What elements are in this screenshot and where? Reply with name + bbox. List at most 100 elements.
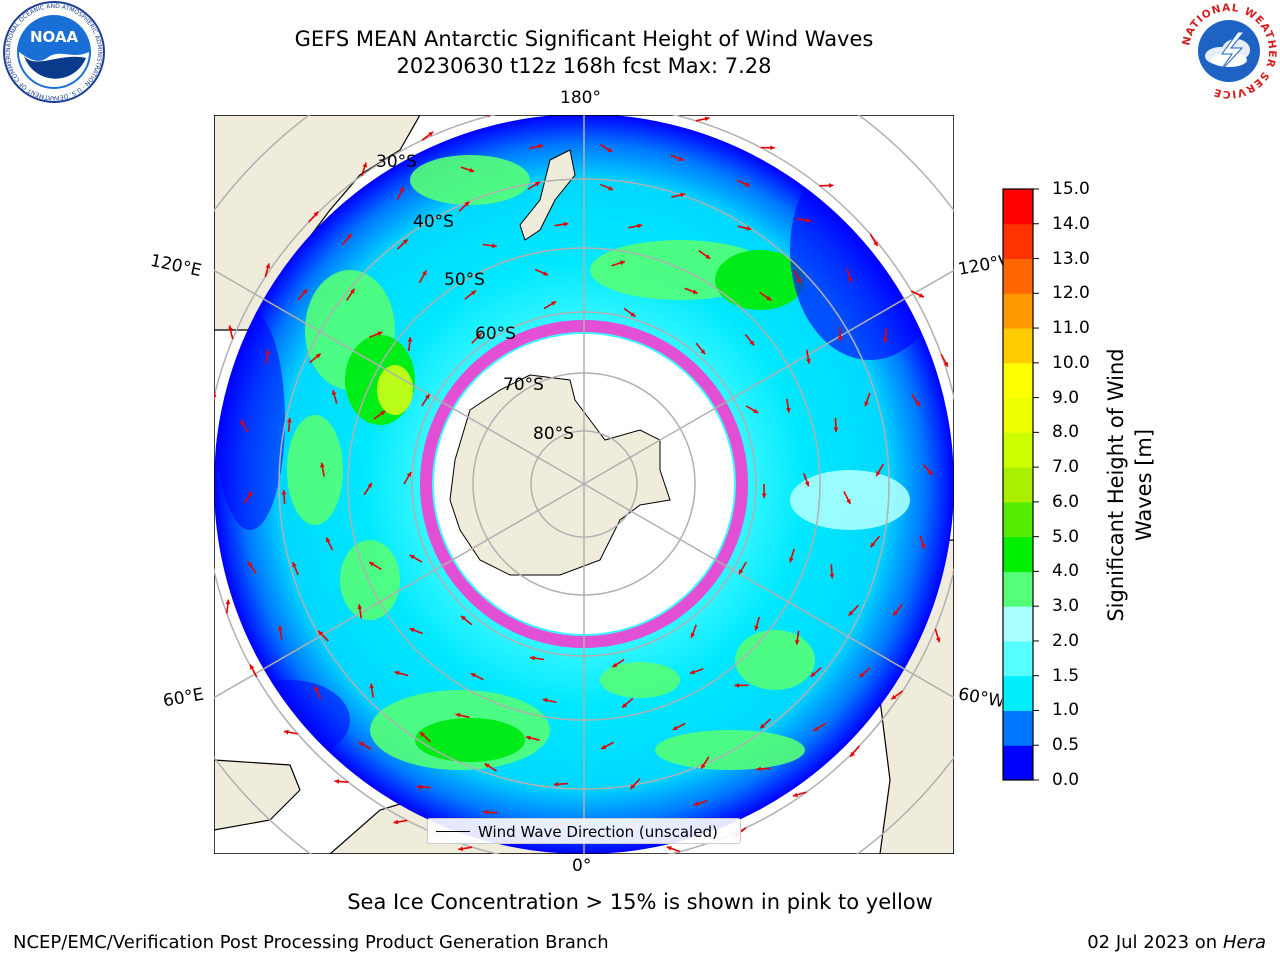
- colorbar-segment: [1003, 536, 1033, 572]
- colorbar-tick-label: 5.0: [1052, 526, 1080, 547]
- sea-ice-note: Sea Ice Concentration > 15% is shown in …: [347, 890, 933, 914]
- wave-arrow: [611, 658, 625, 668]
- wave-arrow: [240, 419, 249, 433]
- colorbar-tick-label: 4.0: [1052, 561, 1080, 582]
- colorbar-tick-label: 7.0: [1052, 457, 1080, 478]
- wave-arrow: [919, 535, 926, 550]
- wave-arrow: [363, 482, 373, 496]
- nws-logo: NATIONAL WEATHER SERVICE: [1180, 2, 1278, 100]
- wave-arrow: [320, 462, 325, 477]
- wave-arrow: [529, 143, 544, 150]
- footer-system: Hera: [1222, 932, 1266, 953]
- colorbar-tick-label: 3.0: [1052, 596, 1080, 617]
- wave-arrow: [760, 145, 775, 151]
- colorbar-label: Significant Height of Wind Waves [m]: [1104, 348, 1156, 622]
- wave-arrow: [744, 333, 755, 346]
- wave-arrow: [599, 143, 613, 153]
- colorbar-tick-label: 11.0: [1052, 318, 1090, 339]
- colorbar-tick-label: 15.0: [1052, 179, 1090, 199]
- wave-arrow: [409, 554, 423, 563]
- wave-arrow: [409, 627, 423, 635]
- colorbar-tick-label: 8.0: [1052, 422, 1080, 443]
- colorbar-segment: [1003, 258, 1033, 294]
- wave-arrow: [789, 548, 795, 563]
- wave-arrow: [458, 200, 470, 212]
- wave-arrow: [670, 154, 684, 162]
- wave-arrow: [277, 625, 283, 640]
- wave-arrow: [864, 392, 871, 407]
- colorbar-segment: [1003, 223, 1033, 260]
- wave-arrow: [858, 667, 871, 678]
- wave-arrow: [265, 349, 271, 364]
- wave-arrow: [482, 243, 497, 249]
- wave-arrow: [483, 809, 498, 815]
- wave-arrow: [629, 778, 641, 790]
- wave-arrow: [785, 398, 791, 413]
- wave-arrow: [464, 289, 477, 300]
- wave-arrow: [628, 223, 643, 229]
- colorbar-segment: [1003, 467, 1033, 503]
- wave-arrow: [869, 535, 881, 548]
- legend-label: Wind Wave Direction (unscaled): [478, 823, 718, 841]
- colorbar-segment: [1003, 606, 1033, 642]
- wave-arrow: [529, 655, 545, 661]
- graticule: [214, 115, 954, 854]
- wave-arrow: [534, 268, 549, 276]
- colorbar-tick-label: 10.0: [1052, 352, 1090, 373]
- wave-arrow: [553, 781, 568, 787]
- wave-arrow: [813, 722, 826, 732]
- wave-arrow: [407, 337, 413, 352]
- wave-arrow: [419, 731, 431, 743]
- wave-arrow: [796, 217, 811, 223]
- wave-arrow: [684, 287, 698, 295]
- wave-arrow: [611, 260, 626, 267]
- wave-arrow: [214, 392, 217, 401]
- colorbar-segment: [1003, 571, 1033, 607]
- wave-arrow: [754, 616, 761, 631]
- wave-arrow: [623, 307, 636, 318]
- wave-arrow: [331, 389, 338, 404]
- wave-arrow: [745, 405, 759, 414]
- wave-arrow: [666, 846, 681, 853]
- wave-arrow: [671, 192, 686, 198]
- wave-arrow: [829, 564, 835, 579]
- wave-arrow: [297, 288, 308, 301]
- wave-arrow: [695, 116, 710, 122]
- lat-label-50s: 50°S: [444, 270, 485, 290]
- colorbar-segment: [1003, 362, 1033, 399]
- colorbar-segment: [1003, 328, 1033, 364]
- footer-date-text: 02 Jul 2023 on: [1087, 932, 1218, 953]
- colorbar-segment: [1003, 675, 1033, 711]
- wave-arrow: [249, 664, 258, 678]
- wave-arrow: [460, 166, 475, 173]
- wave-arrow: [243, 491, 253, 504]
- wave-arrow: [308, 211, 319, 223]
- wave-arrow: [940, 354, 949, 368]
- legend-line-swatch: [436, 831, 470, 832]
- wave-arrow: [264, 263, 271, 278]
- wave-arrow: [527, 181, 541, 190]
- colorbar: [1002, 188, 1039, 781]
- wave-arrow: [554, 221, 569, 227]
- wave-arrow: [794, 270, 802, 284]
- wave-arrow: [325, 537, 334, 551]
- wave-arrow: [471, 332, 483, 344]
- colorbar-tick-label: 6.0: [1052, 491, 1080, 512]
- wind-wave-arrows: [214, 115, 954, 854]
- wave-arrow: [418, 270, 428, 284]
- wave-arrow: [761, 483, 767, 499]
- wave-arrow: [455, 712, 470, 719]
- colorbar-tick-label: 0.5: [1052, 735, 1080, 756]
- wave-arrow: [810, 666, 822, 678]
- chart-title: GEFS MEAN Antarctic Significant Height o…: [294, 27, 874, 51]
- lat-label-30s: 30°S: [376, 152, 417, 172]
- wave-arrow: [358, 741, 372, 750]
- wave-arrow: [403, 471, 412, 485]
- wave-arrow: [934, 628, 941, 643]
- wave-arrow: [314, 686, 322, 700]
- wave-arrow: [734, 682, 749, 688]
- lat-label-40s: 40°S: [413, 212, 454, 232]
- wave-arrow: [911, 394, 921, 407]
- colorbar-segment: [1003, 397, 1033, 433]
